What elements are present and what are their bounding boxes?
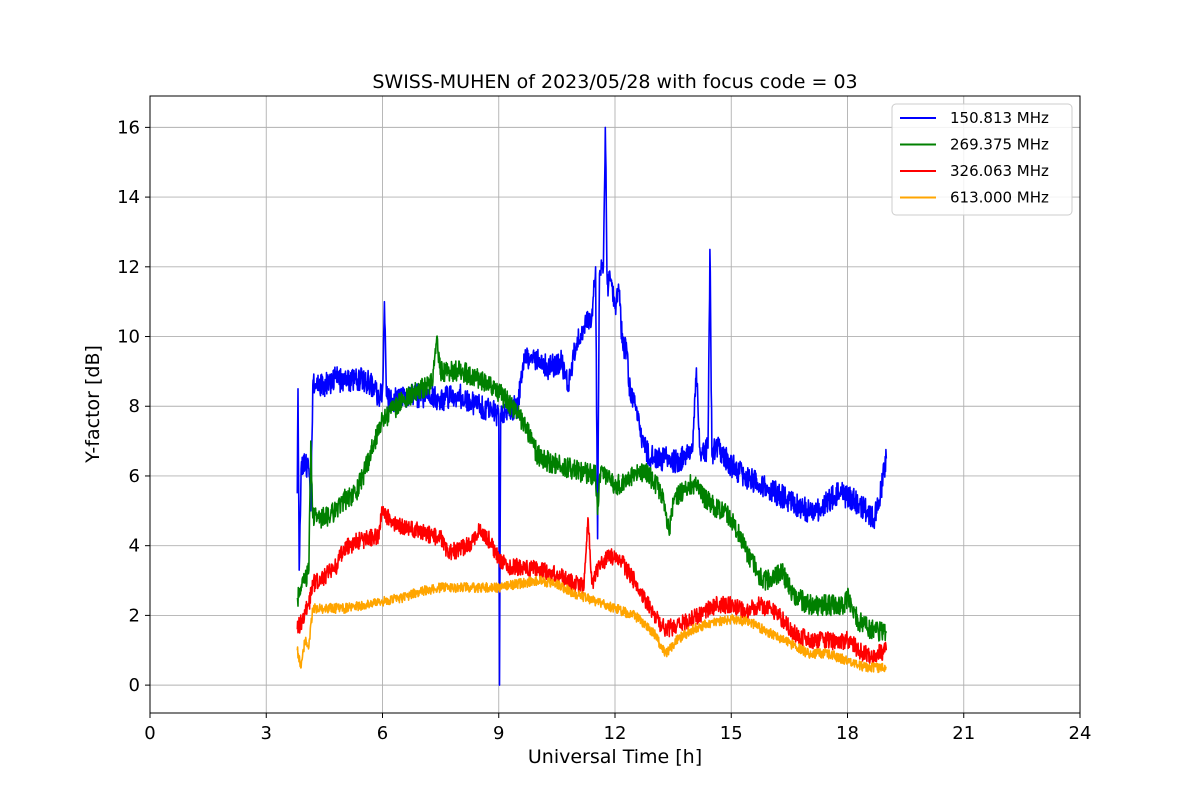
x-tick-label: 15 bbox=[720, 723, 743, 744]
x-tick-label: 12 bbox=[604, 723, 627, 744]
y-tick-label: 10 bbox=[117, 327, 140, 348]
y-axis-label: Y-factor [dB] bbox=[82, 345, 104, 464]
y-tick-label: 12 bbox=[117, 257, 140, 278]
x-tick-label: 18 bbox=[836, 723, 859, 744]
x-tick-label: 21 bbox=[952, 723, 975, 744]
x-tick-label: 9 bbox=[493, 723, 504, 744]
series-line-3 bbox=[296, 575, 887, 674]
chart-title: SWISS-MUHEN of 2023/05/28 with focus cod… bbox=[372, 71, 857, 93]
y-tick-label: 14 bbox=[117, 187, 140, 208]
y-tick-label: 6 bbox=[129, 466, 140, 487]
legend-label-1: 269.375 MHz bbox=[950, 136, 1049, 154]
legend-box bbox=[891, 103, 1073, 216]
y-tick-label: 8 bbox=[129, 396, 140, 417]
y-tick-label: 16 bbox=[117, 117, 140, 138]
series-lines bbox=[296, 126, 888, 686]
x-tick-label: 6 bbox=[377, 723, 388, 744]
y-tick-label: 2 bbox=[129, 605, 140, 626]
legend-label-3: 613.000 MHz bbox=[950, 189, 1049, 207]
legend: 150.813 MHz 269.375 MHz 326.063 MHz 613.000… bbox=[891, 103, 1073, 216]
legend-label-2: 326.063 MHz bbox=[950, 162, 1049, 180]
y-tick-label: 4 bbox=[129, 536, 140, 557]
series-line-1 bbox=[296, 335, 888, 642]
legend-label-0: 150.813 MHz bbox=[950, 109, 1049, 127]
x-tick-label: 0 bbox=[144, 723, 155, 744]
y-tick-label: 0 bbox=[129, 675, 140, 696]
x-tick-label: 24 bbox=[1069, 723, 1092, 744]
series-line-2 bbox=[296, 505, 888, 664]
x-axis-label: Universal Time [h] bbox=[528, 746, 702, 768]
x-tick-label: 3 bbox=[261, 723, 272, 744]
